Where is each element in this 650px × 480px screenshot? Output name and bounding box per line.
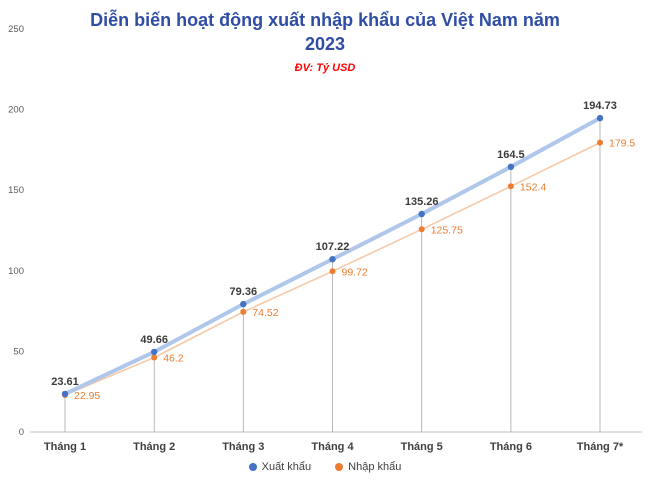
legend-marker-xuat-khau-icon bbox=[248, 463, 257, 471]
data-label-nhap-khau: 99.72 bbox=[342, 266, 368, 278]
data-label-nhap-khau: 125.75 bbox=[431, 224, 463, 236]
x-axis-label: Tháng 4 bbox=[311, 441, 354, 453]
data-label-xuat-khau: 135.26 bbox=[405, 196, 439, 208]
legend-item-xuat-khau: Xuất khẩu bbox=[248, 461, 312, 473]
chart-legend: Xuất khẩu Nhập khẩu bbox=[0, 461, 650, 473]
x-axis-label: Tháng 1 bbox=[44, 441, 86, 453]
marker-nhap-khau bbox=[240, 308, 247, 315]
data-label-xuat-khau: 164.5 bbox=[497, 149, 525, 161]
marker-xuat-khau bbox=[61, 390, 69, 398]
marker-nhap-khau bbox=[597, 139, 603, 146]
data-label-nhap-khau: 74.52 bbox=[252, 307, 278, 319]
data-label-nhap-khau: 152.4 bbox=[520, 181, 546, 193]
x-axis-label: Tháng 7* bbox=[577, 441, 624, 453]
data-label-xuat-khau: 49.66 bbox=[140, 334, 168, 346]
marker-xuat-khau bbox=[240, 300, 247, 308]
chart-title: Diễn biến hoạt động xuất nhập khẩu của V… bbox=[90, 10, 560, 55]
marker-xuat-khau bbox=[151, 348, 158, 356]
marker-xuat-khau bbox=[329, 256, 336, 263]
y-tick-label: 50 bbox=[13, 346, 24, 357]
marker-nhap-khau bbox=[151, 354, 158, 361]
data-label-xuat-khau: 107.22 bbox=[316, 241, 350, 253]
x-axis-label: Tháng 6 bbox=[490, 441, 532, 453]
data-label-xuat-khau: 79.36 bbox=[230, 286, 258, 298]
legend-item-nhap-khau: Nhập khẩu bbox=[335, 461, 401, 473]
x-axis-label: Tháng 5 bbox=[401, 441, 443, 453]
y-tick-label: 250 bbox=[8, 24, 24, 35]
marker-xuat-khau bbox=[507, 163, 515, 170]
legend-label-nhap-khau: Nhập khẩu bbox=[348, 461, 402, 473]
x-axis-label: Tháng 3 bbox=[222, 441, 264, 453]
x-axis-label: Tháng 2 bbox=[133, 441, 175, 453]
marker-nhap-khau bbox=[329, 268, 336, 275]
data-label-nhap-khau: 46.2 bbox=[163, 353, 184, 365]
data-label-nhap-khau: 22.95 bbox=[74, 390, 100, 402]
y-tick-label: 150 bbox=[8, 185, 24, 196]
legend-marker-nhap-khau-icon bbox=[335, 463, 344, 471]
data-label-xuat-khau: 194.73 bbox=[583, 100, 617, 112]
y-tick-label: 100 bbox=[8, 266, 24, 277]
chart-subtitle: ĐV: Tỷ USD bbox=[294, 62, 356, 74]
marker-nhap-khau bbox=[507, 183, 514, 190]
marker-xuat-khau bbox=[596, 114, 604, 122]
marker-nhap-khau bbox=[418, 226, 425, 233]
data-label-xuat-khau: 23.61 bbox=[51, 376, 79, 388]
legend-label-xuat-khau: Xuất khẩu bbox=[261, 461, 312, 473]
y-tick-label: 200 bbox=[8, 105, 24, 116]
data-label-nhap-khau: 179.5 bbox=[609, 138, 635, 150]
y-tick-label: 0 bbox=[19, 427, 24, 438]
marker-xuat-khau bbox=[418, 210, 425, 218]
